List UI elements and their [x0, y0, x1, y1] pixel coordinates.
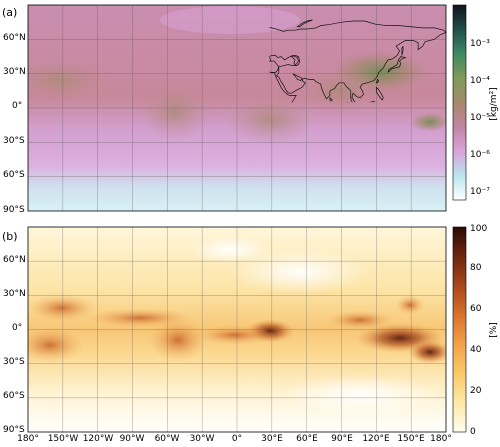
colorbar-tick-label: 10⁻⁷ — [470, 187, 490, 197]
lon-tick-label: 150°W — [48, 434, 79, 443]
panel-a-frame — [27, 4, 447, 212]
panel-b-frame — [27, 226, 447, 433]
colorbar-tick-label: 40 — [470, 345, 482, 355]
panel-a: (a) 60°N 30°N 0° 30°S 60°S 90°S 10⁻⁷ 10⁻… — [2, 4, 499, 215]
panel-b-lon-ticks: 180° 150°W 120°W 90°W 60°W 30°W 0° 30°E … — [17, 434, 452, 444]
panel-a-label: (a) — [2, 6, 17, 19]
colorbar-tick-label: 10⁻⁵ — [470, 113, 490, 123]
lon-tick-label: 180° — [17, 434, 39, 443]
lat-tick-label: 30°S — [3, 357, 25, 367]
lon-tick-label: 60°E — [296, 434, 318, 443]
panel-a-colorbar: 10⁻⁷ 10⁻⁶ 10⁻⁵ 10⁻⁴ 10⁻³ [kg/m²] — [452, 4, 499, 201]
lat-tick-label: 60°N — [3, 255, 26, 265]
lon-tick-label: 30°E — [261, 434, 283, 443]
colorbar-tick-label: 10⁻⁶ — [470, 150, 490, 160]
colorbar-tick-label: 20 — [470, 386, 482, 396]
lon-tick-label: 30°W — [190, 434, 215, 443]
lon-tick-label: 150°E — [397, 434, 425, 443]
lat-tick-label: 90°S — [3, 205, 25, 215]
lat-tick-label: 30°N — [3, 289, 26, 299]
lat-tick-label: 0° — [12, 101, 22, 111]
colorbar-tick-label: 10⁻⁴ — [470, 76, 490, 86]
panel-a-grid — [28, 5, 446, 211]
panel-a-lat-ticks: 60°N 30°N 0° 30°S 60°S 90°S — [3, 33, 26, 215]
lat-tick-label: 60°S — [3, 170, 25, 180]
lon-tick-label: 90°W — [120, 434, 145, 443]
lon-tick-label: 90°E — [331, 434, 353, 443]
panel-b-colorbar: 0 20 40 60 80 100 [%] — [452, 224, 499, 437]
colorbar-tick-label: 80 — [470, 263, 482, 273]
lat-tick-label: 0° — [12, 323, 22, 333]
lat-tick-label: 30°S — [3, 136, 25, 146]
panel-b-lat-ticks: 60°N 30°N 0° 30°S 60°S 90°S — [3, 255, 26, 435]
colorbar-tick-label: 60 — [470, 304, 482, 314]
colorbar-tick-label: 10⁻³ — [470, 39, 490, 49]
lat-tick-label: 60°N — [3, 33, 26, 43]
colorbar-label: [%] — [489, 322, 499, 338]
lon-tick-label: 120°E — [362, 434, 390, 443]
panel-b: (b) 60°N 30°N 0° 30°S 60°S 90°S — [2, 224, 499, 444]
lat-tick-label: 60°S — [3, 391, 25, 401]
colorbar-tick-label: 0 — [470, 427, 476, 437]
lat-tick-label: 30°N — [3, 67, 26, 77]
lon-tick-label: 60°W — [155, 434, 180, 443]
panel-b-grid — [28, 227, 446, 432]
lon-tick-label: 180° — [430, 434, 452, 443]
lon-tick-label: 120°W — [83, 434, 114, 443]
colorbar-tick-label: 100 — [470, 224, 487, 234]
lon-tick-label: 0° — [232, 434, 242, 443]
lat-tick-label: 90°S — [3, 425, 25, 435]
panel-b-label: (b) — [2, 230, 18, 243]
colorbar-label: [kg/m²] — [489, 87, 499, 120]
